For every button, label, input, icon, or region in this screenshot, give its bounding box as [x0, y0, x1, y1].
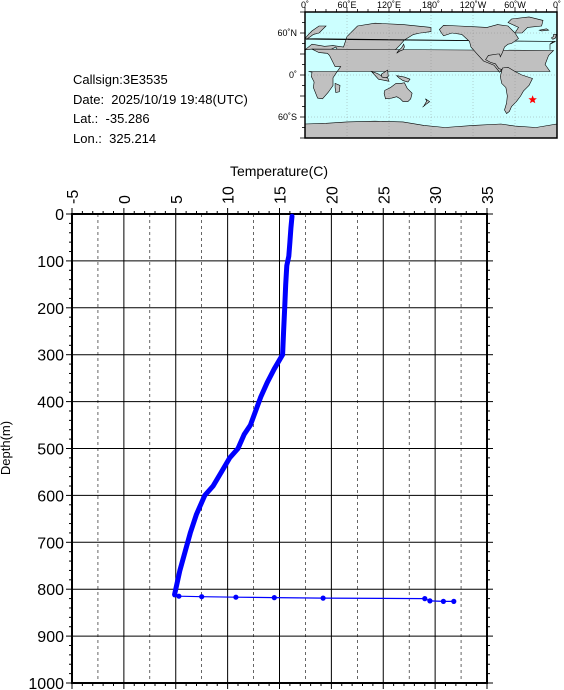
land-mass-8 — [396, 43, 405, 54]
map-longitude-label: 120˚W — [460, 0, 487, 10]
data-point — [320, 595, 326, 601]
callsign-text: Callsign:3E3535 — [73, 72, 168, 87]
data-point — [172, 592, 178, 598]
date-text: Date: 2025/10/19 19:48(UTC) — [73, 91, 248, 107]
land-mass-11 — [395, 75, 411, 83]
map-longitude-label: 60˚E — [337, 0, 356, 10]
x-tick-label: 35 — [480, 186, 497, 204]
data-point — [422, 596, 428, 602]
y-tick-label: 900 — [37, 629, 64, 646]
land-mass-3 — [383, 82, 413, 102]
temperature-series — [172, 213, 457, 605]
data-point — [176, 593, 182, 599]
land-mass-9 — [370, 70, 390, 82]
data-point — [233, 594, 239, 600]
land-mass-13 — [334, 82, 341, 93]
station-info: Callsign:3E3535 Date: 2025/10/19 19:48(U… — [73, 70, 248, 148]
map-gridlines — [305, 12, 557, 138]
y-tick-label: 500 — [37, 442, 64, 459]
map-longitude-label: 120˚E — [377, 0, 401, 10]
series-line-0 — [172, 213, 295, 597]
x-axis-title: Temperature(C) — [230, 163, 328, 179]
y-tick-label: 1000 — [28, 676, 64, 690]
location-map: 0˚ 60˚E 120˚E 180˚ 120˚W 60˚W 0˚ 60˚N 0˚ 60˚S — [277, 0, 561, 139]
map-longitude-label: 0˚ — [301, 0, 309, 10]
y-tick-label: 800 — [37, 582, 64, 599]
map-longitude-label: 0˚ — [553, 0, 561, 10]
x-tick-labels: -5 0 5 10 15 20 25 30 35 — [65, 186, 497, 204]
station-marker — [528, 95, 537, 104]
map-longitude-labels: 0˚ 60˚E 120˚E 180˚ 120˚W 60˚W 0˚ — [301, 0, 561, 10]
latitude-text: Lat.: -35.286 — [73, 111, 150, 126]
data-point — [451, 598, 457, 605]
land-mass-14 — [550, 34, 557, 40]
map-latitude-label: 0˚ — [289, 70, 297, 80]
land-mass-15 — [538, 28, 550, 32]
land-mass-4 — [439, 24, 519, 73]
map-longitude-label: 60˚W — [504, 0, 526, 10]
x-axis-ticks — [71, 208, 488, 689]
x-tick-label: 20 — [324, 186, 341, 204]
y-axis-title: Depth(m) — [0, 421, 13, 475]
series-line-1 — [174, 594, 455, 602]
y-tick-label: 0 — [55, 207, 64, 224]
station-star-icon — [528, 95, 537, 104]
data-point — [427, 598, 433, 604]
chart-grid — [72, 214, 487, 683]
map-latitude-label: 60˚S — [278, 112, 297, 122]
x-tick-label: -5 — [65, 190, 82, 204]
land-mass-6 — [507, 16, 544, 34]
x-tick-label: 25 — [376, 186, 393, 204]
map-ticks — [300, 7, 558, 139]
y-tick-label: 600 — [37, 488, 64, 505]
y-tick-label: 400 — [37, 395, 64, 412]
map-longitude-label: 180˚ — [422, 0, 440, 10]
y-tick-label: 300 — [37, 348, 64, 365]
x-tick-label: 10 — [221, 186, 238, 204]
map-latitude-label: 60˚N — [277, 28, 297, 38]
x-tick-label: 5 — [169, 195, 186, 204]
land-mass-10 — [380, 69, 389, 79]
x-tick-label: 0 — [117, 195, 134, 204]
y-tick-labels: 0 100 200 300 400 500 600 700 800 900 1000 — [28, 207, 64, 690]
y-tick-label: 200 — [37, 301, 64, 318]
land-mass-12 — [422, 98, 431, 108]
x-tick-label: 30 — [428, 186, 445, 204]
data-point — [271, 595, 277, 601]
y-tick-label: 700 — [37, 535, 64, 552]
y-axis-ticks — [66, 213, 493, 684]
data-point — [440, 598, 446, 605]
map-latitude-labels: 60˚N 0˚ 60˚S — [277, 28, 297, 122]
x-tick-label: 15 — [273, 186, 290, 204]
y-tick-label: 100 — [37, 254, 64, 271]
data-point — [199, 594, 205, 600]
land-mass-2 — [308, 48, 555, 100]
temperature-profile-chart: -5 0 5 10 15 20 25 30 35 01002003004005006007008… — [0, 163, 497, 690]
longitude-text: Lon.: 325.214 — [73, 130, 157, 146]
